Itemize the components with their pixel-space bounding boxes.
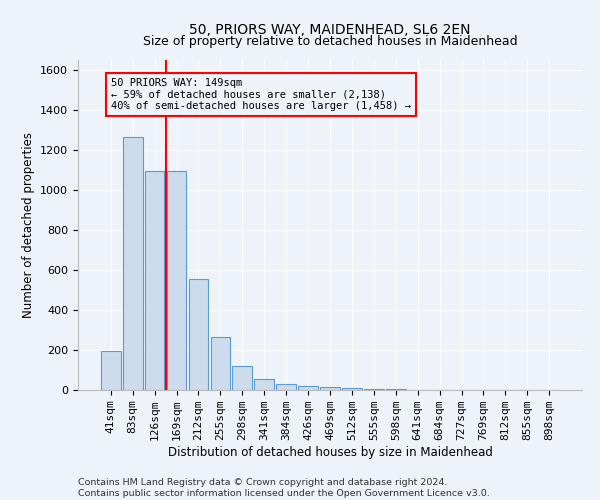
Text: Contains HM Land Registry data © Crown copyright and database right 2024.
Contai: Contains HM Land Registry data © Crown c… [78,478,490,498]
Bar [101,351,121,390]
Bar [232,366,252,390]
Bar [145,171,164,390]
Text: Size of property relative to detached houses in Maidenhead: Size of property relative to detached ho… [143,35,517,48]
Text: 50, PRIORS WAY, MAIDENHEAD, SL6 2EN: 50, PRIORS WAY, MAIDENHEAD, SL6 2EN [189,22,471,36]
Bar [254,379,274,390]
Bar [342,388,362,390]
Y-axis label: Number of detached properties: Number of detached properties [22,132,35,318]
Bar [320,387,340,390]
Text: 50 PRIORS WAY: 149sqm
← 59% of detached houses are smaller (2,138)
40% of semi-d: 50 PRIORS WAY: 149sqm ← 59% of detached … [111,78,411,111]
Bar [364,389,384,390]
Bar [276,384,296,390]
Bar [211,337,230,390]
Bar [298,386,318,390]
Bar [123,137,143,390]
Bar [167,171,187,390]
Bar [188,279,208,390]
X-axis label: Distribution of detached houses by size in Maidenhead: Distribution of detached houses by size … [167,446,493,459]
